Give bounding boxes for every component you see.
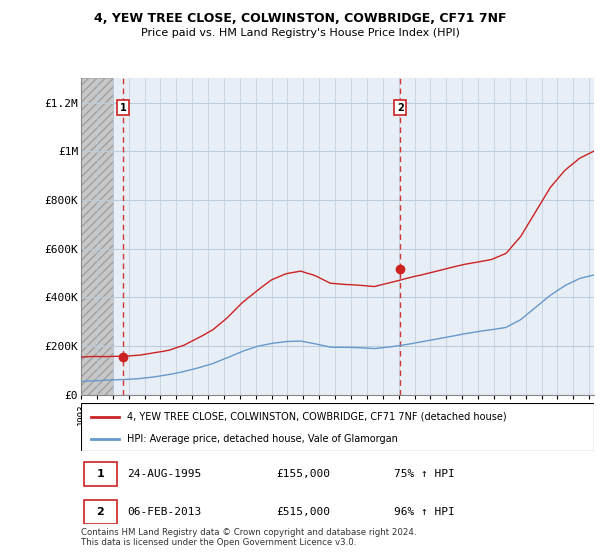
Text: 06-FEB-2013: 06-FEB-2013 [127,507,202,517]
Text: £515,000: £515,000 [276,507,330,517]
Text: Price paid vs. HM Land Registry's House Price Index (HPI): Price paid vs. HM Land Registry's House … [140,28,460,38]
Bar [83,462,117,486]
Text: £155,000: £155,000 [276,469,330,479]
Text: 4, YEW TREE CLOSE, COLWINSTON, COWBRIDGE, CF71 7NF: 4, YEW TREE CLOSE, COLWINSTON, COWBRIDGE… [94,12,506,25]
Bar [81,78,113,395]
Text: 1: 1 [97,469,104,479]
Text: 2: 2 [397,102,404,113]
Text: 1: 1 [120,102,127,113]
Text: 4, YEW TREE CLOSE, COLWINSTON, COWBRIDGE, CF71 7NF (detached house): 4, YEW TREE CLOSE, COLWINSTON, COWBRIDGE… [127,412,507,422]
Text: 24-AUG-1995: 24-AUG-1995 [127,469,202,479]
Text: 96% ↑ HPI: 96% ↑ HPI [394,507,455,517]
Bar [81,78,113,395]
Text: 2: 2 [97,507,104,517]
Text: HPI: Average price, detached house, Vale of Glamorgan: HPI: Average price, detached house, Vale… [127,434,398,444]
Text: Contains HM Land Registry data © Crown copyright and database right 2024.
This d: Contains HM Land Registry data © Crown c… [81,528,416,547]
Text: 75% ↑ HPI: 75% ↑ HPI [394,469,455,479]
Bar [83,500,117,524]
